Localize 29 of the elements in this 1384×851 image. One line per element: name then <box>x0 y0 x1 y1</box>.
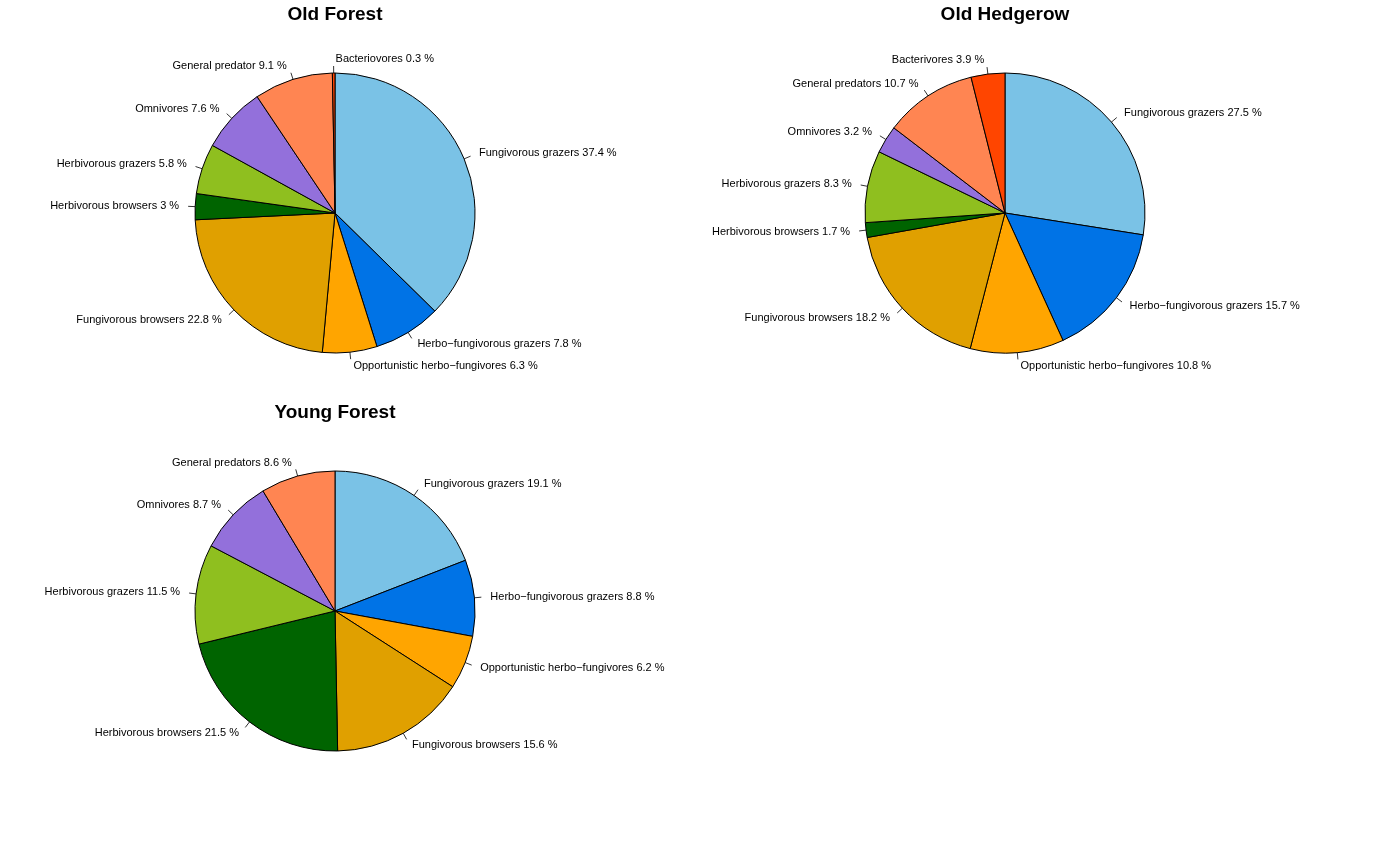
slice-label: Fungivorous grazers 27.5 % <box>1124 105 1262 118</box>
slice-label: Fungivorous grazers 37.4 % <box>479 146 617 159</box>
slice-label: Herbivorous grazers 11.5 % <box>44 585 181 598</box>
slice-label: Fungivorous browsers 22.8 % <box>76 312 223 325</box>
chart-title: Old Hedgerow <box>940 3 1070 24</box>
slice-label: Herbo−fungivorous grazers 7.8 % <box>417 337 582 350</box>
slice-label: Opportunistic herbo−fungivores 10.8 % <box>1020 359 1212 372</box>
slice-label: Bacterivores 3.9 % <box>891 53 985 66</box>
slice-label: General predators 10.7 % <box>792 77 919 90</box>
slice-label: Fungivorous browsers 15.6 % <box>412 738 558 751</box>
slice-label: Herbivorous browsers 1.7 % <box>711 224 851 237</box>
slice-label: General predators 8.6 % <box>172 455 293 468</box>
slice-label: Opportunistic herbo−fungivores 6.3 % <box>353 359 538 372</box>
slice-label: Fungivorous grazers 19.1 % <box>423 476 562 489</box>
slice-label: Herbo−fungivorous grazers 15.7 % <box>1129 299 1301 312</box>
slice-label: Herbivorous browsers 21.5 % <box>94 725 240 738</box>
slice-label: Omnivores 8.7 % <box>136 498 222 511</box>
slice-label: Fungivorous browsers 18.2 % <box>744 310 891 323</box>
slice-label: General predator 9.1 % <box>172 59 288 72</box>
chart-title: Old Forest <box>287 3 384 24</box>
slice-label: Bacteriovores 0.3 % <box>335 52 435 65</box>
slice-label: Herbo−fungivorous grazers 8.8 % <box>490 589 655 602</box>
slice-label: Herbivorous browsers 3 % <box>50 198 180 211</box>
slice-label: Herbivorous grazers 5.8 % <box>56 157 188 170</box>
slice-label: Omnivores 7.6 % <box>135 101 220 114</box>
slice-label: Opportunistic herbo−fungivores 6.2 % <box>480 660 665 673</box>
slice-label: Omnivores 3.2 % <box>787 125 873 138</box>
slice-label: Herbivorous grazers 8.3 % <box>721 176 853 189</box>
chart-title: Young Forest <box>274 401 397 422</box>
